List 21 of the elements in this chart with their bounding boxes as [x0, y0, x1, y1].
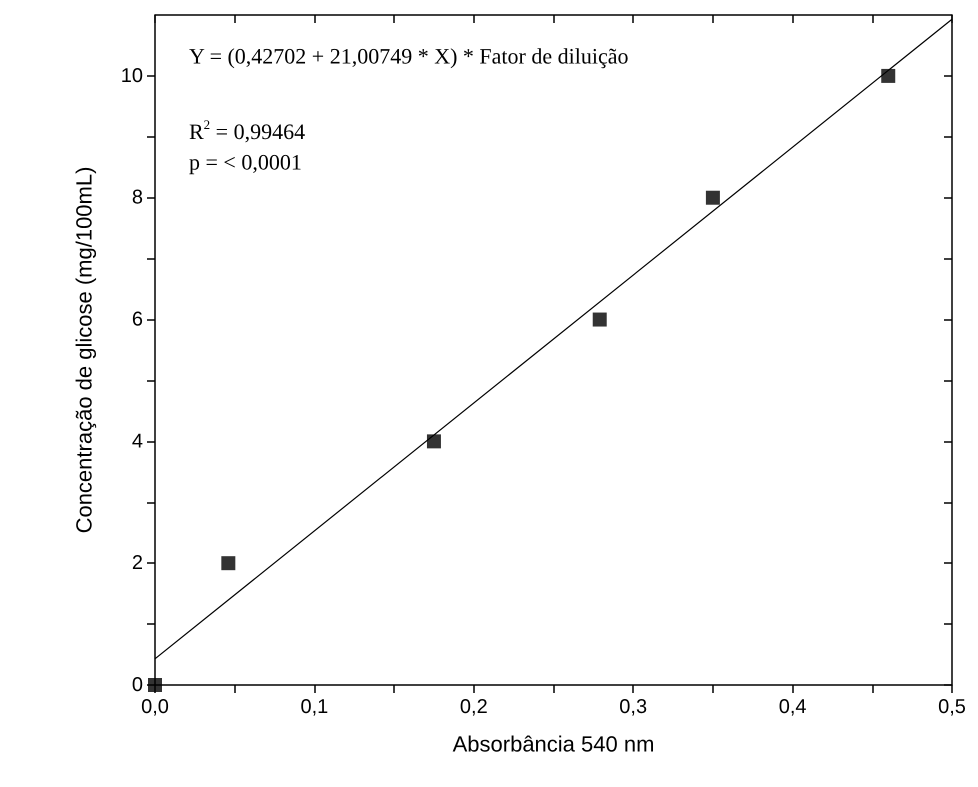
- y-tick-label: 2: [132, 552, 143, 574]
- point: [592, 312, 607, 327]
- x-tick-label: 0,0: [141, 696, 169, 718]
- point: [426, 434, 441, 448]
- point: [706, 190, 720, 205]
- y-tick-label: 8: [132, 186, 143, 209]
- x-tick-label: 0,3: [619, 696, 648, 718]
- annotation: Y = (0,42702 + 21,00749 * X) * Fator de diluição: [189, 44, 628, 68]
- point: [221, 556, 236, 570]
- y-axis-title: Concentração de glicose (mg/100mL): [72, 166, 96, 534]
- point: [881, 68, 896, 83]
- y-tick-label: 0: [132, 674, 143, 696]
- y-tick-label: 6: [132, 308, 143, 331]
- y-tick-label: 4: [132, 430, 143, 452]
- x-tick-label: 0,2: [460, 696, 488, 718]
- x-tick-label: 0,5: [938, 696, 966, 718]
- x-tick-label: 0,4: [778, 696, 807, 718]
- annotation: p = < 0,0001: [189, 150, 302, 174]
- x-axis-title: Absorbância 540 nm: [452, 732, 654, 756]
- y-tick-label: 10: [120, 64, 143, 87]
- x-tick-label: 0,1: [300, 696, 328, 718]
